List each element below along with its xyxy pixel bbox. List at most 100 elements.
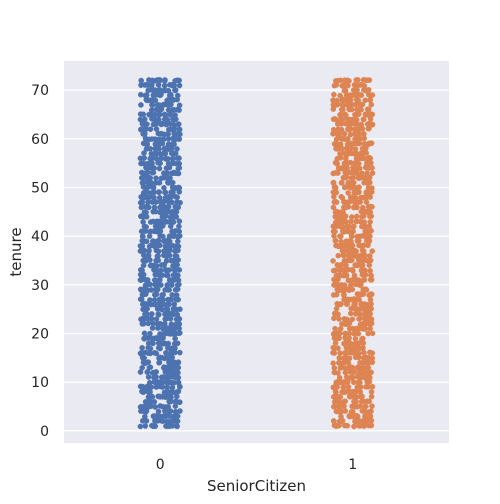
data-point [363,189,370,196]
data-point [155,237,162,244]
data-point [156,296,163,303]
data-point [160,262,167,268]
data-point [138,126,145,133]
data-point [169,219,176,225]
data-point [152,180,159,186]
data-point [365,112,371,118]
data-point [169,292,175,298]
data-point [138,77,145,84]
data-point [368,389,375,395]
data-point [337,350,343,356]
data-point [166,389,172,396]
data-point [336,418,343,425]
data-point [359,101,366,108]
data-point [143,82,150,88]
data-point [353,117,360,123]
data-point [342,204,349,211]
data-point [156,165,163,172]
data-point [155,248,162,255]
data-point [366,154,373,161]
data-point [164,282,171,289]
data-point [141,150,147,156]
data-point [160,374,167,380]
data-point [338,111,344,118]
data-point [169,150,176,156]
data-point [138,204,145,211]
data-point [157,87,164,94]
data-point [360,398,367,405]
data-point [155,311,161,317]
data-point [153,350,160,357]
data-point [160,340,166,347]
data-point [177,131,183,138]
data-point [172,213,178,220]
data-point [138,316,144,323]
data-point [359,321,365,327]
data-point [167,120,173,127]
data-point [331,82,338,89]
data-point [143,97,150,104]
data-point [355,340,361,347]
data-point [171,301,178,308]
data-point [358,81,364,88]
data-point [160,291,166,298]
data-point [138,296,145,303]
data-point [176,102,183,109]
data-point [351,330,357,337]
data-point [150,340,156,347]
data-point [367,268,373,274]
data-point [148,335,155,341]
data-point [177,330,183,336]
data-point [339,136,346,142]
data-point [368,369,374,376]
data-point [172,409,179,415]
data-point [369,248,376,254]
data-point [366,209,372,215]
data-point [354,413,360,419]
data-point [351,151,358,157]
data-point [352,136,358,142]
data-point [338,165,345,172]
data-point [330,267,337,274]
data-point [354,291,361,297]
data-point [354,403,361,410]
y-axis-label: tenure [7,227,25,276]
data-point [340,384,347,391]
data-point [336,379,343,386]
data-point [331,91,337,98]
data-point [348,175,355,181]
data-point [154,379,161,385]
x-tick-label: 0 [156,457,165,473]
data-point [342,267,349,273]
data-point [138,349,145,356]
data-point [175,204,182,211]
data-point [176,321,183,327]
data-point [141,189,148,196]
data-point [140,219,146,225]
data-point [163,146,169,152]
data-point [161,185,167,191]
data-point [342,112,349,118]
data-point [175,184,182,191]
data-point [358,267,365,274]
data-point [364,121,371,127]
data-point [333,310,340,317]
y-tick-label: 70 [31,83,49,99]
data-point [331,365,338,371]
data-point [366,398,372,405]
data-point [347,92,354,98]
data-point [357,258,364,264]
data-point [165,204,171,211]
data-point [332,198,339,205]
data-point [161,389,168,396]
data-points [137,77,376,430]
data-point [330,179,337,186]
data-point [173,136,179,142]
data-point [357,389,364,395]
data-point [342,349,348,356]
plot-area [64,61,449,443]
x-axis-label: SeniorCitizen [207,477,306,495]
data-point [361,146,368,152]
data-point [143,146,150,152]
